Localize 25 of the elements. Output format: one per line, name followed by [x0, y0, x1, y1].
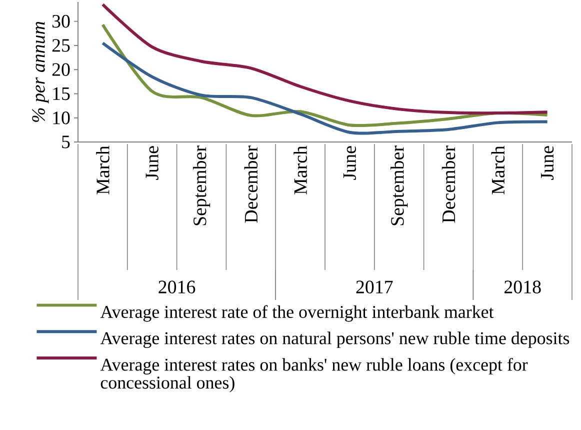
x-tick-label: September — [192, 146, 210, 226]
x-tick-label: December — [442, 146, 456, 223]
text: 2018 — [504, 280, 541, 294]
text: 2016 — [158, 280, 196, 294]
y-tick-label: 15 — [53, 87, 70, 100]
line-series — [101, 2, 549, 115]
x-tick-label: June — [343, 146, 356, 180]
y-tick-label: 25 — [52, 39, 70, 52]
x-tick-label: March — [294, 146, 307, 194]
legend-label: Average interest rates on banks' new ruble loans (except for concessional ones) — [100, 358, 528, 392]
y-tick-label: 5 — [62, 136, 70, 148]
y-tick-label: 30 — [52, 14, 70, 28]
x-tick-label: March — [491, 146, 505, 194]
y-tick-label: 20 — [52, 63, 70, 76]
x-tick-label: September — [390, 146, 408, 226]
x-tick-label: March — [96, 146, 110, 194]
x-tick-label: June — [146, 146, 158, 180]
y-axis-title: % per annum — [32, 22, 49, 122]
x-tick-label: June — [541, 146, 554, 180]
y-tick-label: 10 — [53, 111, 70, 124]
legend-label: Average interest rate of the overnight interbank market — [100, 305, 494, 322]
x-tick-label: December — [244, 146, 258, 223]
line-series — [101, 42, 549, 135]
legend-label: Average interest rates on natural persons' new ruble time deposits — [100, 332, 570, 348]
text: 2017 — [356, 280, 393, 294]
